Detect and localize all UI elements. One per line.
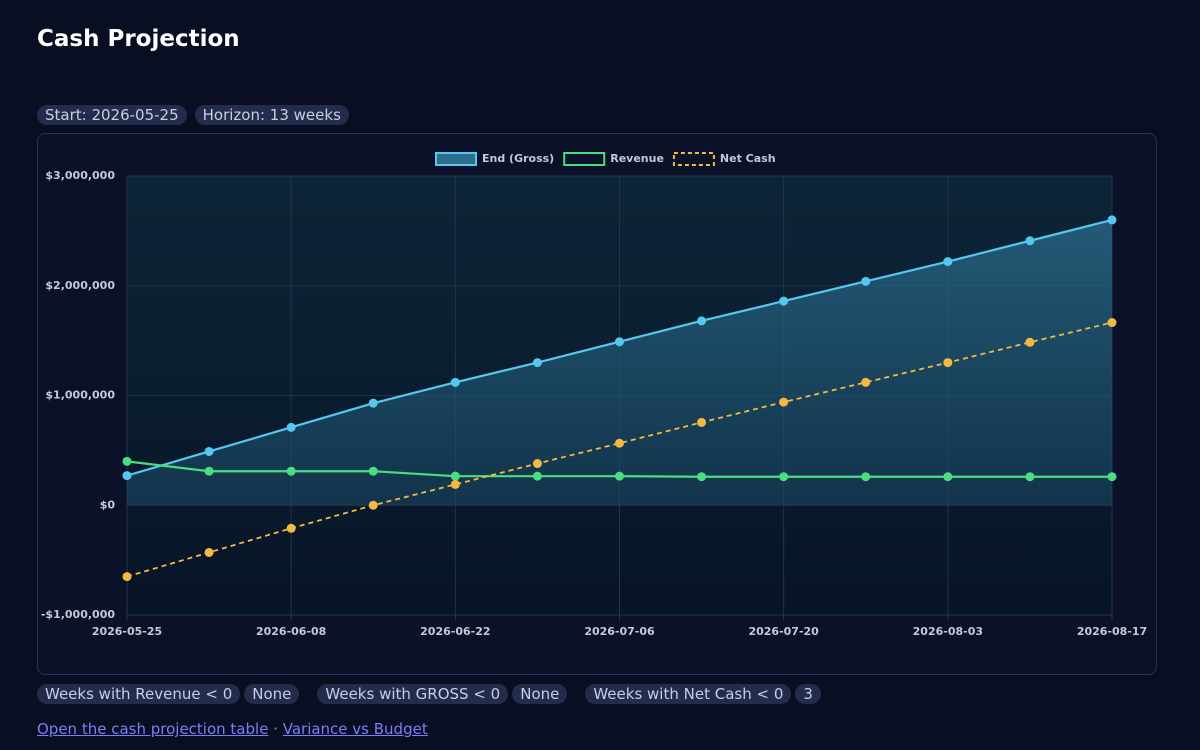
page-title: Cash Projection [37, 26, 240, 52]
point [1107, 318, 1117, 328]
pill-row: Start: 2026-05-25 Horizon: 13 weeks [37, 105, 357, 125]
point [450, 377, 460, 387]
point [943, 358, 953, 368]
point [450, 479, 460, 489]
stat-label: Weeks with GROSS < 0 [317, 684, 509, 704]
point [532, 358, 542, 368]
point [1025, 236, 1035, 246]
legend-swatch [563, 152, 606, 166]
pill: Horizon: 13 weeks [194, 105, 349, 125]
stat-value: None [244, 684, 300, 704]
point [532, 459, 542, 469]
link[interactable]: Variance vs Budget [282, 720, 428, 738]
point [532, 471, 542, 481]
x-tick-label: 2026-06-22 [420, 625, 490, 638]
links: Open the cash projection table · Varianc… [37, 720, 428, 738]
y-tick-label: $0 [100, 498, 116, 511]
point [943, 257, 953, 267]
point [779, 472, 789, 482]
point [615, 438, 624, 448]
stat-value: 3 [795, 684, 821, 704]
y-tick-label: -$1,000,000 [41, 608, 115, 621]
point [779, 397, 789, 407]
x-tick-label: 2026-08-17 [1077, 625, 1147, 638]
point [368, 398, 378, 408]
point [122, 572, 132, 582]
legend-label: Net Cash [720, 152, 776, 165]
point [861, 276, 871, 286]
y-tick-label: $1,000,000 [45, 389, 115, 402]
stat-label: Weeks with Revenue < 0 [37, 684, 241, 704]
area [127, 219, 1112, 506]
stat: Weeks with GROSS < 0 None [317, 684, 571, 704]
point [697, 417, 707, 427]
point [368, 466, 378, 476]
point [697, 472, 707, 482]
point [122, 471, 132, 481]
legend-swatch [435, 152, 477, 166]
x-tick-label: 2026-06-08 [256, 625, 326, 638]
point [204, 547, 214, 557]
point [450, 471, 460, 481]
stats-row: Weeks with Revenue < 0 None Weeks with GRO… [37, 684, 839, 704]
point [697, 316, 707, 326]
point [861, 472, 871, 482]
point [368, 500, 378, 510]
x-tick-label: 2026-08-03 [913, 625, 983, 638]
point [204, 466, 214, 476]
pill: Start: 2026-05-25 [37, 105, 187, 125]
legend-label: End (Gross) [482, 152, 554, 165]
point [779, 296, 789, 306]
point [1107, 215, 1117, 225]
point [1025, 337, 1035, 347]
stat: Weeks with Revenue < 0 None [37, 684, 303, 704]
point [1107, 472, 1117, 482]
point [204, 446, 214, 456]
link[interactable]: Open the cash projection table [37, 720, 269, 738]
legend-label: Revenue [610, 152, 664, 165]
point [861, 377, 871, 387]
point [1025, 472, 1035, 482]
point [286, 422, 296, 432]
point [286, 523, 296, 533]
stat-value: None [512, 684, 568, 704]
point [615, 471, 624, 481]
stat-label: Weeks with Net Cash < 0 [585, 684, 792, 704]
y-tick-label: $3,000,000 [45, 169, 115, 182]
y-tick-label: $2,000,000 [45, 279, 115, 292]
point [286, 466, 296, 476]
x-tick-label: 2026-07-20 [748, 625, 819, 638]
point [615, 337, 624, 347]
point [943, 472, 953, 482]
x-tick-label: 2026-07-06 [584, 625, 655, 638]
x-tick-label: 2026-05-25 [92, 625, 162, 638]
legend-swatch [672, 152, 715, 166]
point [122, 456, 132, 466]
